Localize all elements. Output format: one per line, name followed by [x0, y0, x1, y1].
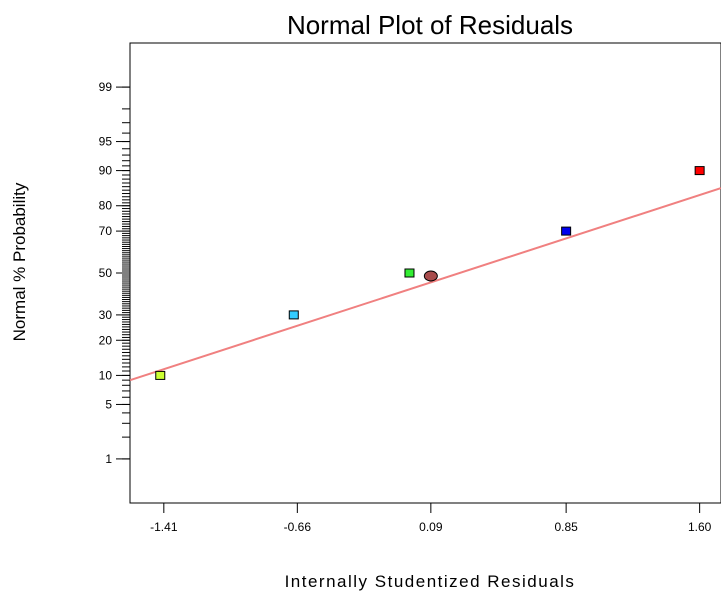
data-points-layer [155, 166, 705, 380]
y-tick-label: 50 [99, 266, 113, 280]
data-point-square [155, 370, 166, 380]
y-tick-label: 70 [99, 224, 113, 238]
x-tick-label: -1.41 [150, 520, 178, 534]
fit-line-layer [129, 187, 721, 382]
y-tick-label: 10 [99, 368, 113, 382]
y-tick-label: 90 [99, 164, 113, 178]
x-tick-label: 1.60 [688, 520, 712, 534]
x-axis-label: Internally Studentized Residuals [285, 572, 576, 591]
chart-title: Normal Plot of Residuals [287, 10, 573, 40]
data-point-square [404, 268, 415, 278]
y-tick-label: 5 [105, 397, 112, 411]
x-tick-label: -0.66 [284, 520, 312, 534]
x-tick-label: 0.09 [419, 520, 443, 534]
x-tick-label: 0.85 [554, 520, 578, 534]
data-point-square [288, 310, 299, 320]
y-tick-label: 99 [99, 80, 113, 94]
y-tick-label: 80 [99, 199, 113, 213]
data-point-square [694, 166, 705, 176]
y-tick-label: 95 [99, 135, 113, 149]
x-axis-ticks: -1.41 -0.66 0.09 0.85 1.60 [150, 503, 712, 534]
data-point-square [561, 226, 572, 236]
y-tick-label: 1 [105, 452, 112, 466]
data-point-circle [423, 270, 438, 282]
y-tick-label: 30 [99, 308, 113, 322]
y-axis-ticks: 1 5 10 20 30 50 70 80 90 95 99 [99, 80, 130, 466]
y-axis-label: Normal % Probability [10, 182, 29, 341]
normal-fit-line [129, 187, 721, 382]
y-tick-label: 20 [99, 333, 113, 347]
